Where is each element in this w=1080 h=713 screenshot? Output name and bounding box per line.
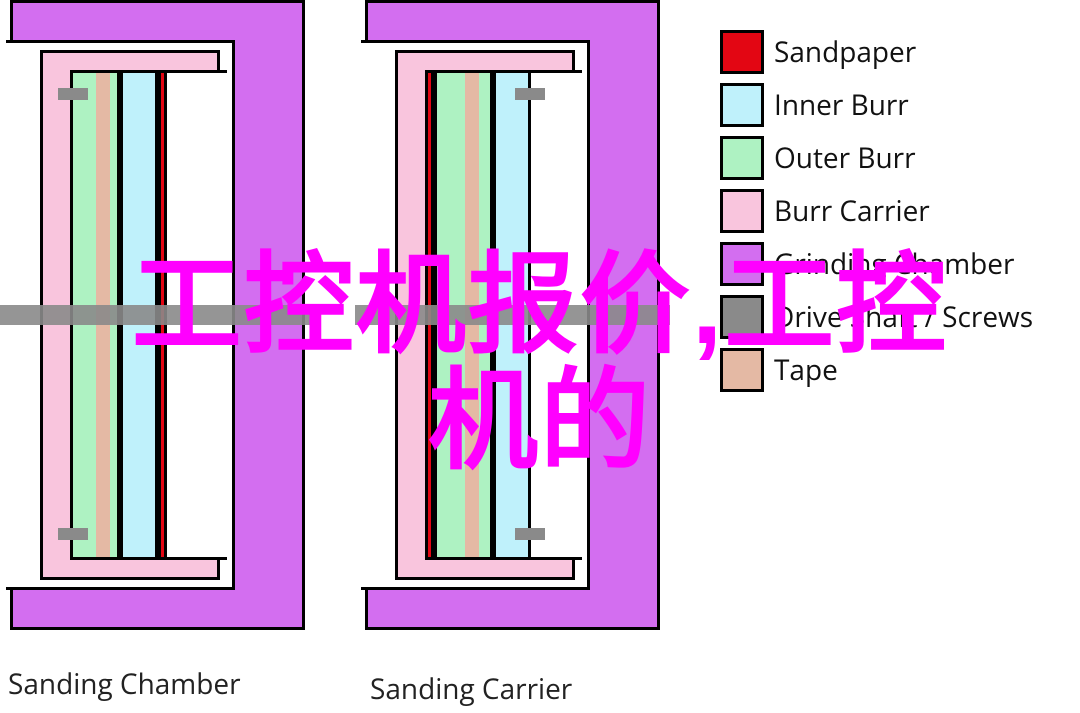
legend-label: Sandpaper bbox=[774, 33, 916, 71]
legend-item-tape: Tape bbox=[720, 343, 1070, 396]
legend-label: Burr Carrier bbox=[774, 192, 930, 230]
swatch-drive-shaft bbox=[720, 295, 764, 339]
swatch-inner-burr bbox=[720, 83, 764, 127]
drive-shaft bbox=[0, 305, 315, 325]
swatch-tape bbox=[720, 348, 764, 392]
legend-label: Tape bbox=[774, 351, 838, 389]
legend-label: Grinding Chamber bbox=[774, 245, 1014, 283]
screw-top bbox=[515, 88, 545, 100]
legend-item-burr-carrier: Burr Carrier bbox=[720, 184, 1070, 237]
swatch-sandpaper bbox=[720, 30, 764, 74]
swatch-outer-burr bbox=[720, 136, 764, 180]
swatch-grinding-chamber bbox=[720, 242, 764, 286]
legend-item-sandpaper: Sandpaper bbox=[720, 25, 1070, 78]
legend-item-grinding-chamber: Grinding Chamber bbox=[720, 237, 1070, 290]
swatch-burr-carrier bbox=[720, 189, 764, 233]
legend-item-inner-burr: Inner Burr bbox=[720, 78, 1070, 131]
legend-item-drive-shaft: Drive Shaft / Screws bbox=[720, 290, 1070, 343]
screw-bottom bbox=[58, 528, 88, 540]
legend-label: Inner Burr bbox=[774, 86, 909, 124]
legend-label: Drive Shaft / Screws bbox=[774, 298, 1033, 336]
sanding-carrier-diagram bbox=[365, 0, 660, 630]
legend-label: Outer Burr bbox=[774, 139, 916, 177]
drive-shaft bbox=[355, 305, 670, 325]
sanding-chamber-label: Sanding Chamber bbox=[8, 665, 241, 703]
screw-top bbox=[58, 88, 88, 100]
sanding-chamber-diagram bbox=[10, 0, 305, 630]
legend: Sandpaper Inner Burr Outer Burr Burr Car… bbox=[720, 25, 1070, 396]
legend-item-outer-burr: Outer Burr bbox=[720, 131, 1070, 184]
diagram-canvas: Sanding Chamber Sanding Carrier Sandpape… bbox=[0, 0, 1080, 713]
screw-bottom bbox=[515, 528, 545, 540]
sanding-carrier-label: Sanding Carrier bbox=[370, 670, 572, 708]
